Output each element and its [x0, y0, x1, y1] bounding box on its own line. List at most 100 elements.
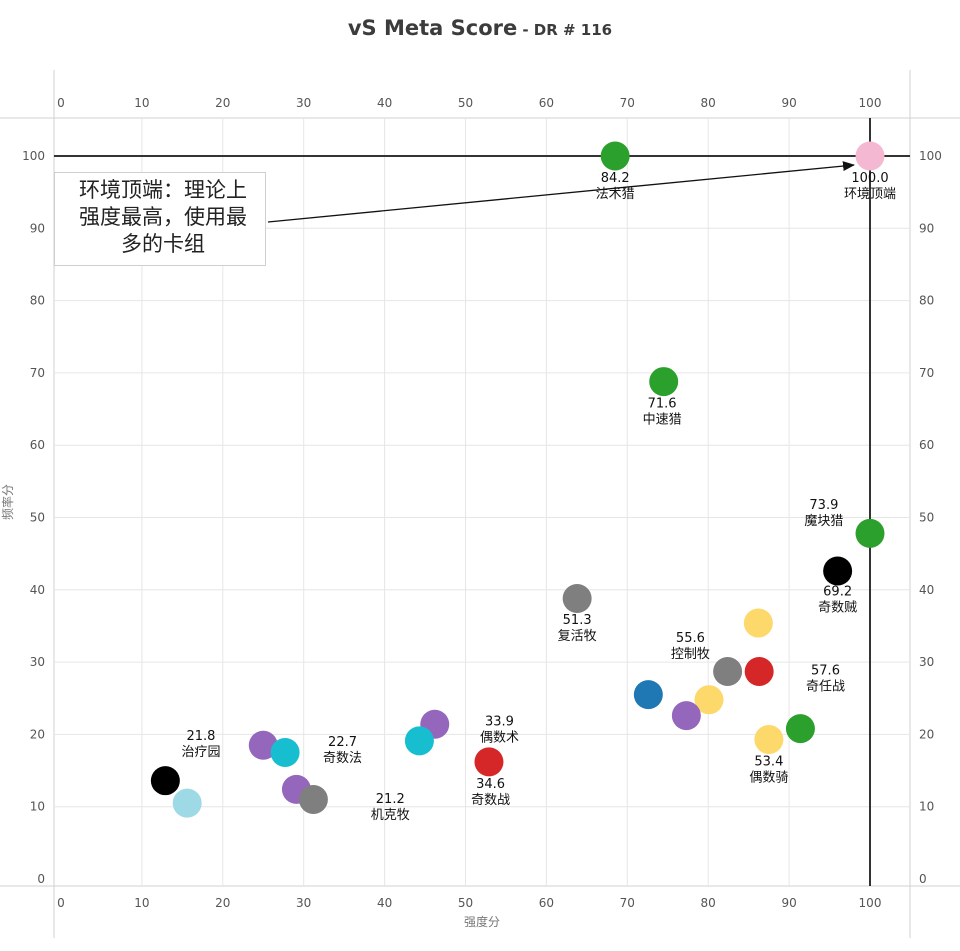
data-label-score: 71.6 [648, 397, 677, 412]
y-tick-label-right: 90 [919, 221, 934, 235]
y-tick-label-left: 30 [30, 655, 45, 669]
y-tick-label-right: 0 [919, 872, 927, 886]
y-tick-label-right: 20 [919, 727, 934, 741]
data-label-name: 奇任战 [806, 678, 845, 694]
scatter-point [785, 714, 815, 744]
data-label-name: 偶数术 [480, 731, 519, 746]
scatter-point [172, 788, 202, 818]
data-label-score: 69.2 [823, 585, 852, 600]
x-tick-label-top: 100 [859, 96, 882, 110]
data-label-name: 机克牧 [371, 808, 410, 823]
data-label-name: 环境顶端 [844, 187, 896, 202]
data-label-score: 21.8 [186, 729, 215, 744]
chart-title-block: vS Meta Score - DR # 116 [0, 16, 960, 40]
data-label-name: 偶数骑 [749, 770, 788, 785]
y-tick-label-right: 80 [919, 294, 934, 308]
chart-title: vS Meta Score [347, 16, 518, 40]
chart-subtitle: - DR # 116 [522, 21, 613, 39]
scatter-point [248, 730, 278, 760]
data-label-name: 奇数法 [323, 750, 362, 766]
x-tick-label-top: 10 [134, 96, 149, 110]
x-tick-label-top: 20 [215, 96, 230, 110]
scatter-point [694, 685, 724, 715]
scatter-point [270, 737, 300, 767]
x-tick-label-bottom: 10 [134, 896, 149, 910]
scatter-point [649, 367, 679, 397]
y-tick-label-right: 70 [919, 366, 934, 380]
scatter-point [754, 724, 784, 754]
data-label-name: 控制牧 [671, 647, 710, 662]
scatter-point [404, 726, 434, 756]
x-tick-label-bottom: 0 [57, 896, 65, 910]
scatter-point [562, 583, 592, 613]
x-tick-label-bottom: 50 [458, 896, 473, 910]
x-tick-label-bottom: 20 [215, 896, 230, 910]
y-tick-label-right: 30 [919, 655, 934, 669]
y-tick-label-right: 40 [919, 583, 934, 597]
scatter-point [743, 608, 773, 638]
y-tick-label-right: 60 [919, 438, 934, 452]
data-label-score: 84.2 [601, 171, 630, 186]
data-label-name: 魔块猎 [804, 514, 843, 529]
y-tick-label-left: 60 [30, 438, 45, 452]
data-label-score: 34.6 [476, 777, 505, 792]
data-label-score: 21.2 [376, 792, 405, 807]
x-tick-label-top: 60 [539, 96, 554, 110]
scatter-point [713, 656, 743, 686]
scatter-point [823, 556, 853, 586]
y-tick-label-right: 50 [919, 511, 934, 525]
x-tick-label-bottom: 60 [539, 896, 554, 910]
data-label-score: 55.6 [676, 631, 705, 646]
x-tick-label-top: 40 [377, 96, 392, 110]
scatter-point [474, 747, 504, 777]
data-label-score: 51.3 [563, 613, 592, 628]
x-tick-label-bottom: 30 [296, 896, 311, 910]
y-tick-label-right: 10 [919, 800, 934, 814]
x-tick-label-top: 70 [620, 96, 635, 110]
data-label-score: 53.4 [754, 754, 783, 769]
y-tick-label-left: 10 [30, 800, 45, 814]
data-label-score: 33.9 [485, 715, 514, 730]
data-label-score: 22.7 [328, 735, 357, 750]
scatter-point [855, 518, 885, 548]
data-label-score: 100.0 [851, 171, 888, 186]
y-tick-label-left: 50 [30, 511, 45, 525]
y-tick-label-left: 0 [37, 872, 45, 886]
data-label-name: 法术猎 [596, 187, 635, 202]
x-tick-label-top: 80 [701, 96, 716, 110]
y-tick-label-left: 80 [30, 294, 45, 308]
data-label-name: 奇数贼 [818, 600, 857, 616]
data-label-name: 奇数战 [471, 792, 510, 808]
y-tick-label-left: 100 [22, 149, 45, 163]
y-tick-label-left: 40 [30, 583, 45, 597]
scatter-point [298, 784, 328, 814]
scatter-point [855, 141, 885, 171]
scatter-point [600, 141, 630, 171]
data-label-score: 73.9 [809, 498, 838, 513]
x-axis-title: 强度分 [464, 914, 500, 929]
scatter-point [150, 766, 180, 796]
annotation-box: 环境顶端：理论上强度最高，使用最多的卡组 [54, 172, 266, 266]
scatter-point [671, 701, 701, 731]
x-tick-label-bottom: 90 [781, 896, 796, 910]
y-tick-label-right: 100 [919, 149, 942, 163]
x-tick-label-bottom: 40 [377, 896, 392, 910]
x-tick-label-bottom: 70 [620, 896, 635, 910]
y-axis-title: 频率分 [0, 484, 15, 520]
y-tick-label-left: 90 [30, 221, 45, 235]
data-label-name: 治疗园 [181, 745, 220, 760]
x-tick-label-bottom: 100 [859, 896, 882, 910]
x-tick-label-top: 90 [781, 96, 796, 110]
y-tick-label-left: 20 [30, 727, 45, 741]
scatter-point [633, 680, 663, 710]
annotation-arrow [267, 161, 855, 223]
x-tick-label-bottom: 80 [701, 896, 716, 910]
x-tick-label-top: 30 [296, 96, 311, 110]
scatter-point [744, 656, 774, 686]
data-label-name: 中速猎 [643, 413, 682, 428]
x-tick-label-top: 0 [57, 96, 65, 110]
y-tick-label-left: 70 [30, 366, 45, 380]
x-tick-label-top: 50 [458, 96, 473, 110]
data-label-name: 复活牧 [558, 629, 597, 644]
